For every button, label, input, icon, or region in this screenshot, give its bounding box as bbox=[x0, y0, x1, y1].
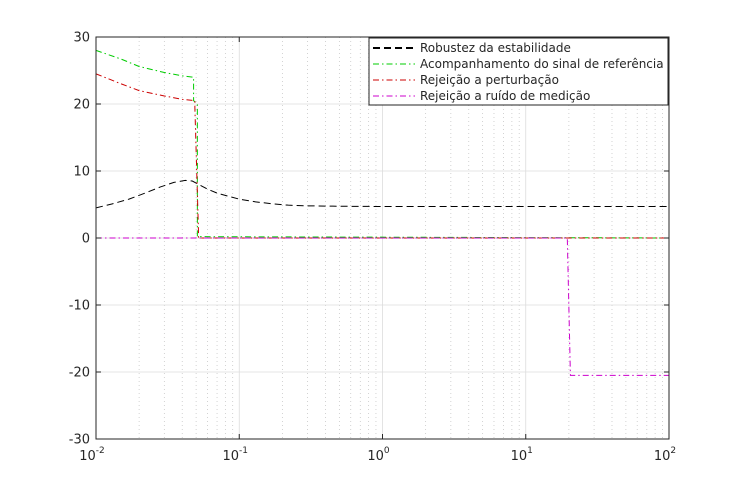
y-tick-label: 0 bbox=[82, 232, 90, 247]
x-tick-label: 101 bbox=[511, 446, 533, 464]
series-line-3 bbox=[95, 73, 669, 239]
y-tick-label: -10 bbox=[69, 299, 90, 314]
legend-box bbox=[368, 37, 669, 106]
y-tick-label: 20 bbox=[73, 98, 90, 113]
legend-label: Rejeição a perturbação bbox=[420, 73, 559, 87]
legend: Robustez da estabilidade Acompanhamento d… bbox=[368, 37, 669, 106]
y-tick-label: -20 bbox=[69, 366, 90, 381]
x-tick-label: 10-1 bbox=[222, 446, 248, 464]
legend-label: Robustez da estabilidade bbox=[420, 41, 571, 55]
x-tick-label: 100 bbox=[367, 446, 390, 464]
y-tick-label: -30 bbox=[69, 433, 90, 448]
y-tick-label: 10 bbox=[73, 165, 90, 180]
series-line-2 bbox=[95, 49, 670, 239]
series-line-1 bbox=[95, 179, 669, 209]
legend-label: Acompanhamento do sinal de referência bbox=[420, 57, 664, 71]
series-line-4 bbox=[96, 237, 669, 376]
y-tick-label: 30 bbox=[73, 31, 90, 46]
series-layer bbox=[95, 49, 670, 376]
legend-label: Rejeição a ruído de medição bbox=[420, 89, 590, 103]
x-tick-label: 102 bbox=[654, 446, 676, 464]
x-tick-label: 10-2 bbox=[79, 446, 105, 464]
